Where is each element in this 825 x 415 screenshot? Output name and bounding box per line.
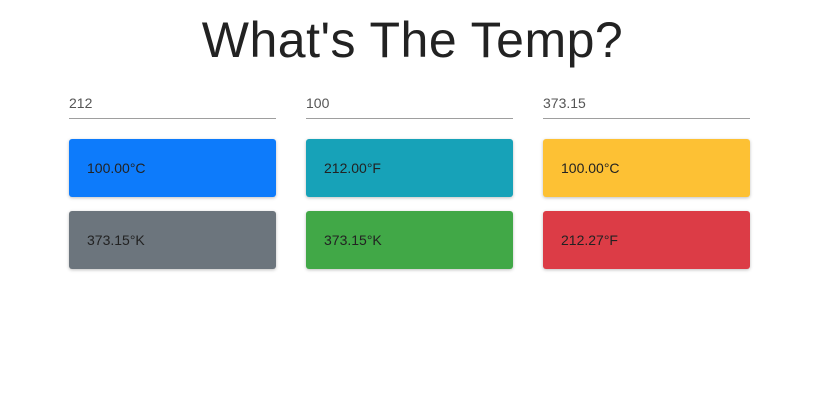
celsius-column: 212.00°F 373.15°K [306,82,513,269]
celsius-input[interactable] [306,82,513,119]
celsius-result-card: 100.00°C [69,139,276,197]
fahrenheit-column: 100.00°C 373.15°K [69,82,276,269]
page-title: What's The Temp? [201,12,624,68]
kelvin-column: 100.00°C 212.27°F [543,82,750,269]
kelvin-input[interactable] [543,82,750,119]
fahrenheit-result-card: 212.27°F [543,211,750,269]
celsius-result-card: 100.00°C [543,139,750,197]
fahrenheit-result-card: 212.00°F [306,139,513,197]
fahrenheit-input[interactable] [69,82,276,119]
kelvin-result-card: 373.15°K [69,211,276,269]
kelvin-result-card: 373.15°K [306,211,513,269]
